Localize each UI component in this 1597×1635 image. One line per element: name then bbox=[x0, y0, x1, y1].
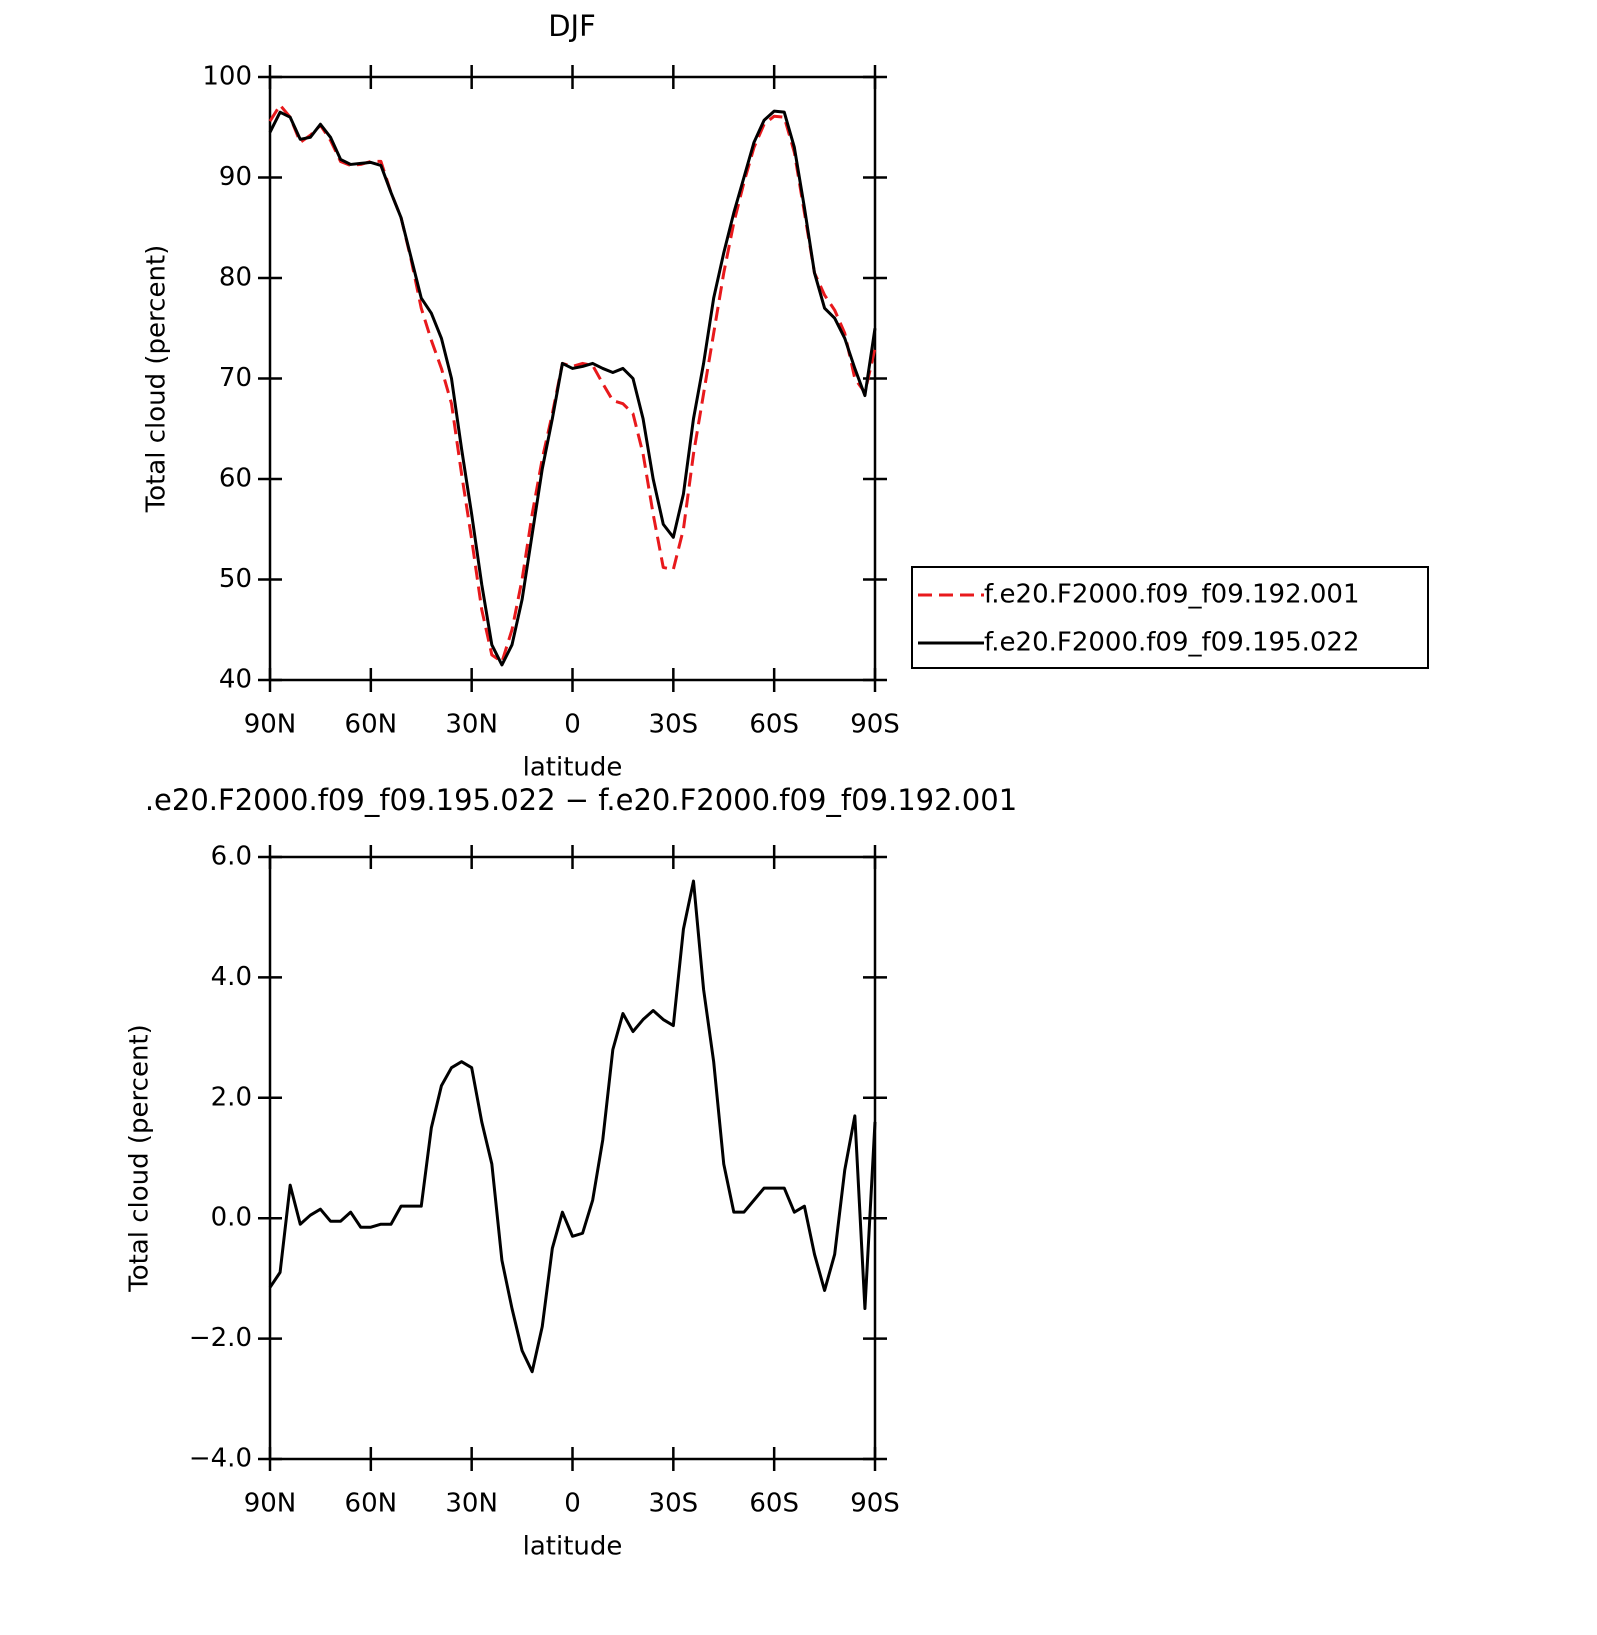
x-tick-label: 60S bbox=[749, 710, 799, 740]
x-tick-label: 90N bbox=[244, 1489, 297, 1519]
plot-frame bbox=[268, 855, 877, 1461]
x-tick-label: 0 bbox=[564, 1489, 581, 1519]
x-tick-label: 30N bbox=[445, 710, 498, 740]
y-tick-label: 40 bbox=[219, 665, 252, 695]
x-tick-label: 90S bbox=[850, 710, 900, 740]
legend-label: f.e20.F2000.f09_f09.192.001 bbox=[984, 580, 1360, 610]
x-tick-label: 0 bbox=[564, 710, 581, 740]
y-tick-label: −4.0 bbox=[189, 1444, 252, 1474]
chart-title: DJF bbox=[548, 9, 596, 43]
y-tick-label: 70 bbox=[219, 363, 252, 393]
x-axis-label: latitude bbox=[523, 753, 623, 783]
y-tick-label: 100 bbox=[202, 62, 252, 92]
chart-title: .e20.F2000.f09_f09.195.022 − f.e20.F2000… bbox=[145, 783, 1017, 817]
y-axis-label: Total cloud (percent) bbox=[142, 245, 172, 514]
y-tick-label: 2.0 bbox=[211, 1082, 252, 1112]
y-tick-label: −2.0 bbox=[189, 1323, 252, 1353]
data-line bbox=[268, 879, 877, 1374]
y-tick-label: 60 bbox=[219, 464, 252, 494]
y-tick-label: 90 bbox=[219, 162, 252, 192]
x-axis-label: latitude bbox=[523, 1532, 623, 1562]
x-tick-label: 90N bbox=[244, 710, 297, 740]
x-tick-label: 60N bbox=[345, 710, 398, 740]
legend-box bbox=[911, 566, 1429, 669]
x-tick-label: 30S bbox=[649, 1489, 699, 1519]
y-tick-label: 6.0 bbox=[211, 842, 252, 872]
legend-label: f.e20.F2000.f09_f09.195.022 bbox=[984, 628, 1360, 658]
x-tick-label: 90S bbox=[850, 1489, 900, 1519]
data-line bbox=[268, 103, 877, 664]
x-tick-label: 30S bbox=[649, 710, 699, 740]
x-tick-label: 60N bbox=[345, 1489, 398, 1519]
y-tick-label: 80 bbox=[219, 263, 252, 293]
data-line bbox=[268, 109, 877, 667]
x-tick-label: 30N bbox=[445, 1489, 498, 1519]
plot-frame bbox=[268, 75, 877, 682]
y-tick-label: 0.0 bbox=[211, 1203, 252, 1233]
y-axis-label: Total cloud (percent) bbox=[125, 1024, 155, 1293]
y-tick-label: 4.0 bbox=[211, 962, 252, 992]
y-tick-label: 50 bbox=[219, 564, 252, 594]
x-tick-label: 60S bbox=[749, 1489, 799, 1519]
